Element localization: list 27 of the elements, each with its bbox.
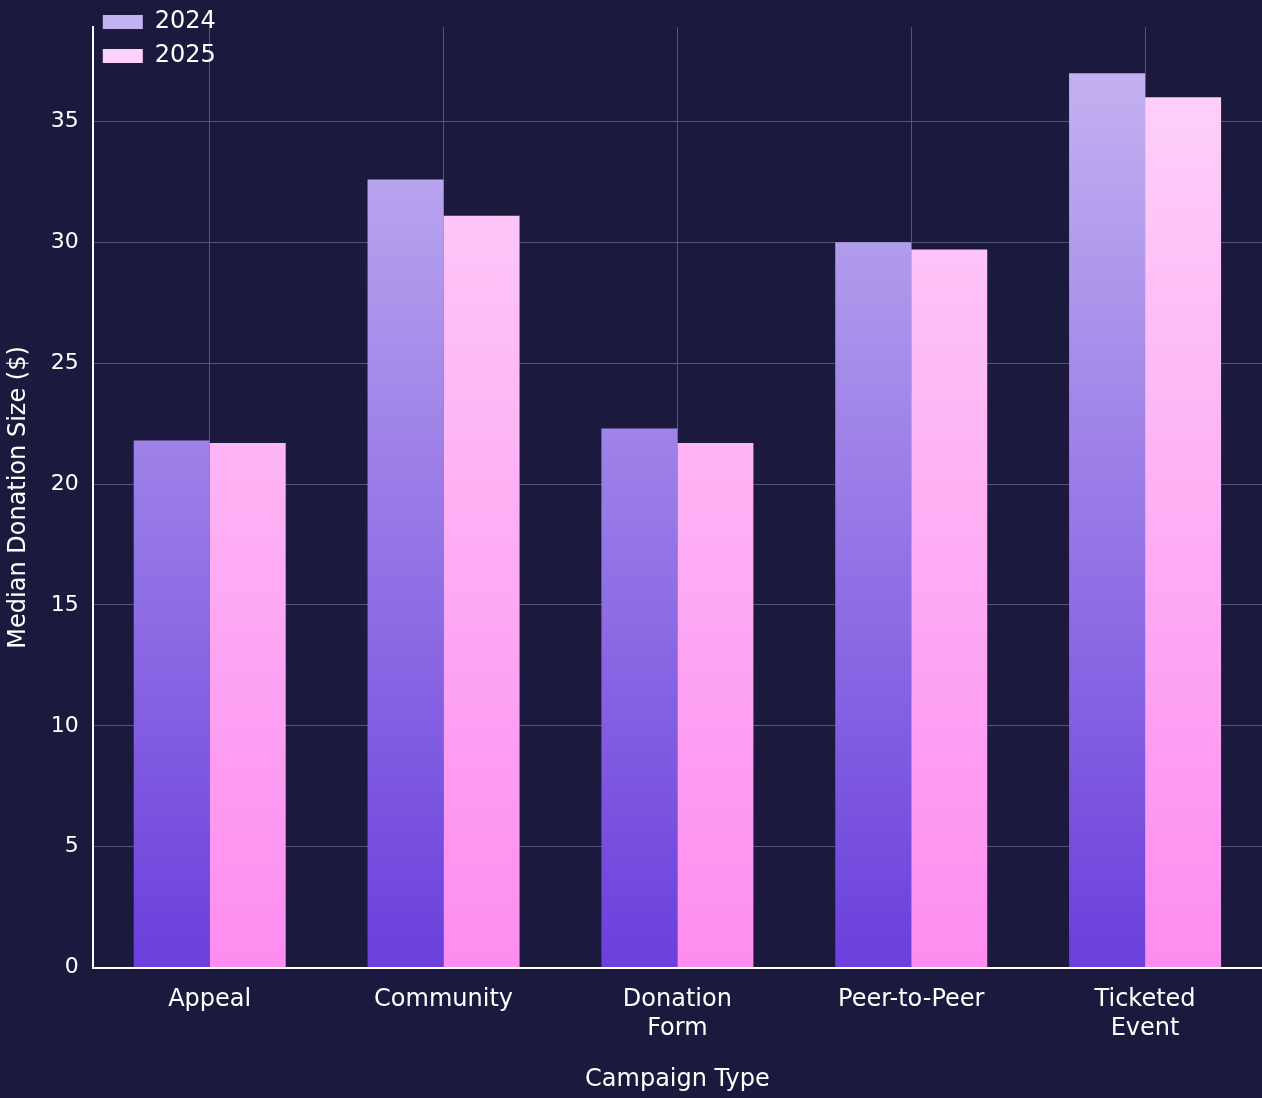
y-tick-label: 20 [50,469,79,495]
bar [601,428,678,968]
bar [677,443,754,968]
x-axis-title: Campaign Type [585,1063,770,1092]
y-tick-label: 0 [64,953,79,979]
y-tick-label: 10 [50,711,79,737]
legend-label: 2024 [154,6,216,35]
bar [209,443,286,968]
x-tick-label: Appeal [168,984,252,1013]
x-tick-label: Ticketed Event [1093,984,1196,1042]
x-tick-label: Peer-to-Peer [838,984,985,1013]
bar [443,215,520,968]
bar [133,440,210,968]
bar [367,179,444,968]
y-tick-label: 35 [50,107,79,133]
bar [911,249,988,968]
y-tick-label: 15 [50,590,79,616]
legend-label: 2025 [154,40,216,69]
x-tick-label: Donation Form [622,984,732,1042]
y-tick-label: 30 [50,228,79,254]
bar [835,242,912,968]
bar [1069,73,1146,968]
x-tick-label: Community [374,984,514,1013]
y-tick-label: 25 [50,348,79,374]
y-axis-title: Median Donation Size ($) [2,346,31,649]
bar [1145,97,1222,968]
y-tick-label: 5 [64,832,79,858]
